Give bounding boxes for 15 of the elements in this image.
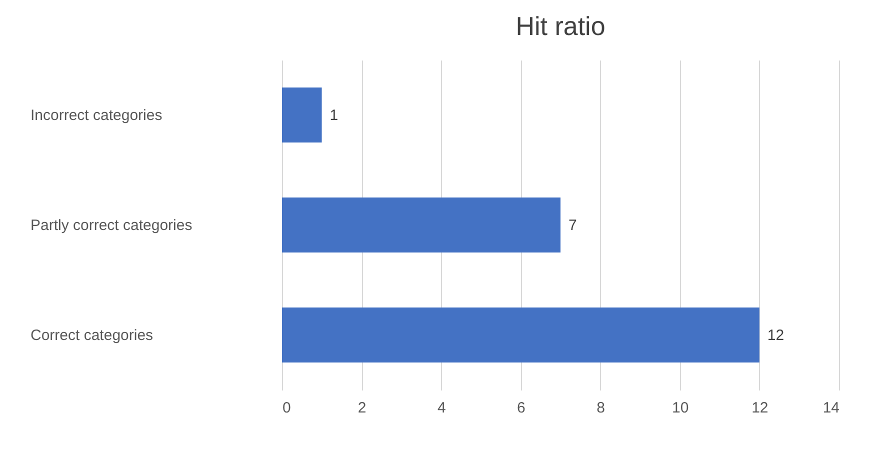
y-tick-label: Correct categories xyxy=(30,327,154,344)
x-tick-label: 0 xyxy=(282,400,291,416)
y-tick-label: Partly correct categories xyxy=(30,217,192,234)
x-tick-label: 10 xyxy=(672,400,689,416)
y-tick-label: Incorrect categories xyxy=(30,107,162,124)
x-tick-label: 14 xyxy=(822,400,840,416)
x-tick-label: 2 xyxy=(358,400,366,416)
x-tick-label: 4 xyxy=(437,400,446,416)
x-tick-label: 8 xyxy=(596,400,605,416)
x-tick-label: 6 xyxy=(517,400,526,416)
chart-title: Hit ratio xyxy=(516,11,606,41)
data-label: 1 xyxy=(330,107,338,124)
data-label: 12 xyxy=(767,327,784,344)
data-label: 7 xyxy=(568,217,577,234)
x-tick-label: 12 xyxy=(752,400,768,416)
